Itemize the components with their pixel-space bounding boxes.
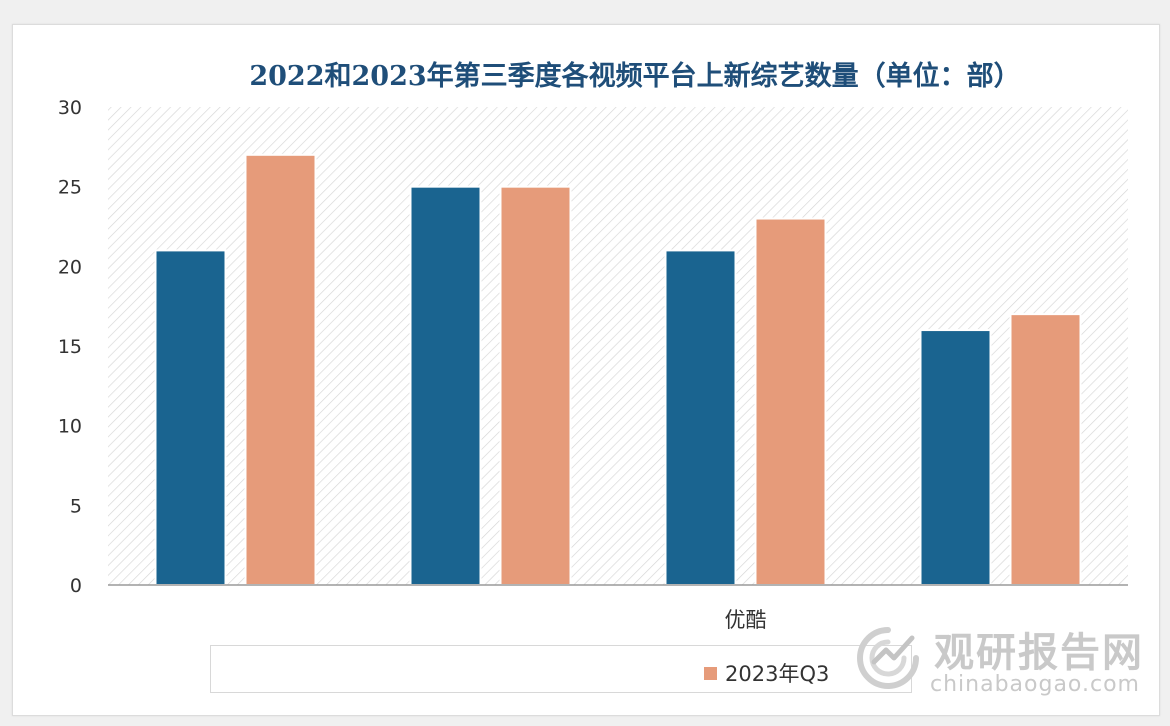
y-tick-label-20: 20 xyxy=(58,256,82,278)
bar-series1-3 xyxy=(664,249,737,586)
y-tick-label-0: 0 xyxy=(70,575,82,597)
bar-series1-2 xyxy=(409,185,482,587)
watermark-logo-icon xyxy=(857,627,919,689)
legend-swatch xyxy=(704,666,717,680)
legend-item-2023-q3: 2023年Q3 xyxy=(704,658,829,688)
y-tick-label-5: 5 xyxy=(70,495,82,517)
bar-series2-4 xyxy=(1009,313,1082,586)
y-tick-label-15: 15 xyxy=(58,336,82,358)
chart-title: 2022和2023年第三季度各视频平台上新综艺数量（单位：部） xyxy=(249,61,1021,92)
watermark-domain: chinabaogao.com xyxy=(930,672,1140,697)
bar-series1-4 xyxy=(919,329,992,587)
y-tick-label-25: 25 xyxy=(58,177,82,199)
bar-series1-1 xyxy=(154,249,227,586)
watermark-text-cn: 观研报告网 xyxy=(934,630,1144,676)
bar-series2-3 xyxy=(754,217,827,587)
y-tick-label-30: 30 xyxy=(58,97,82,119)
bar-series2-1 xyxy=(244,153,317,587)
y-tick-label-10: 10 xyxy=(58,416,82,438)
bar-series2-2 xyxy=(499,185,572,587)
legend-label: 2023年Q3 xyxy=(725,662,830,686)
x-category-label-3: 优酷 xyxy=(725,608,767,632)
legend: 2023年Q3 xyxy=(210,645,912,693)
watermark: 观研报告网 chinabaogao.com xyxy=(852,618,1152,708)
